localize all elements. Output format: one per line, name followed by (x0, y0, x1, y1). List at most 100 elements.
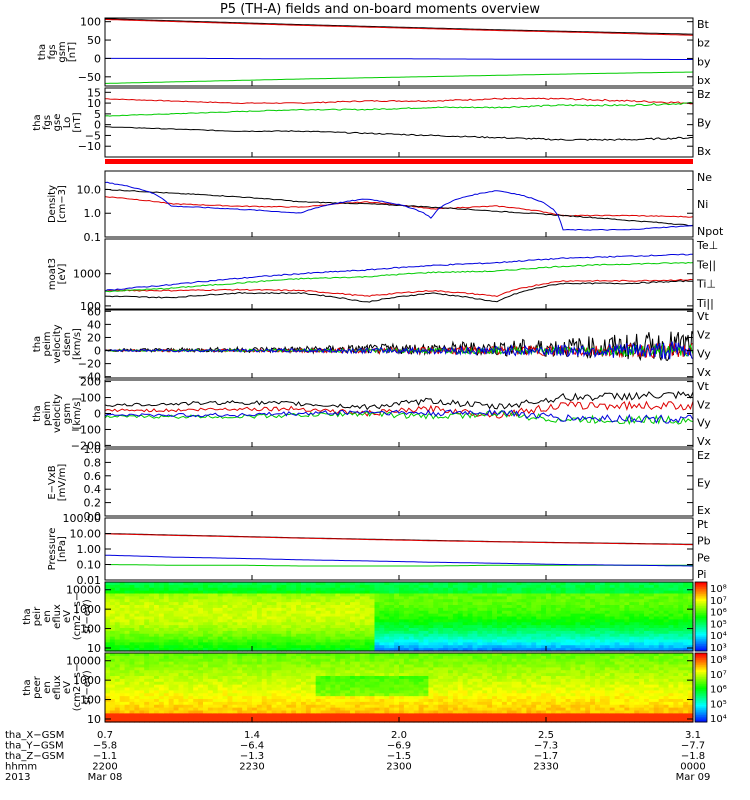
x-tick-label: 3.1 (685, 730, 701, 741)
x-tick-label: Mar 09 (676, 772, 711, 783)
y-tick-label: 1000 (73, 603, 101, 616)
colorbar-label: 10⁴ (710, 631, 727, 642)
y-tick-label: 0 (94, 52, 101, 65)
y-axis-label: [mV/m] (57, 464, 68, 502)
legend-Te: Te|| (696, 258, 716, 271)
y-tick-label: −5 (85, 129, 101, 142)
y-tick-label: 0.2 (84, 497, 102, 510)
y-axis-label: gse (52, 114, 63, 132)
colorbar-label: 10⁵ (710, 619, 727, 630)
y-axis-label: tha (32, 405, 43, 421)
y-axis-label: [nT] (67, 42, 78, 62)
series-bz (105, 19, 694, 36)
y-axis-label: [km/s] (72, 397, 83, 429)
y-tick-label: 10.00 (70, 528, 102, 541)
legend-Npot: Npot (697, 225, 724, 238)
y-axis-label: fgs (47, 44, 58, 59)
y-tick-label: −40 (78, 371, 101, 384)
y-tick-label: 60 (87, 305, 101, 318)
colorbar-label: 10⁶ (710, 608, 727, 619)
panel-4: Te⊥ Te|| Ti⊥ Ti|| 1000 100 moat3 [eV] (47, 238, 718, 313)
legend-bx: bx (697, 74, 711, 87)
series-Vx (104, 408, 694, 424)
y-tick-label: 0.10 (77, 559, 102, 572)
y-tick-label: 10000 (66, 584, 101, 597)
series-Vy (104, 409, 694, 426)
legend-Ne: Ne (697, 171, 712, 184)
y-tick-label: 100 (80, 16, 101, 29)
y-tick-label: −50 (78, 71, 101, 84)
series-Bx (104, 126, 693, 141)
legend-Ni: Ni (697, 198, 708, 211)
y-axis-label: [eV] (57, 264, 68, 285)
colorbar (695, 582, 707, 585)
y-tick-label: 1.00 (77, 543, 102, 556)
legend-Ti: Ti⊥ (696, 278, 716, 291)
y-tick-label: 15 (87, 86, 101, 99)
x-tick-label: 2.0 (391, 730, 407, 741)
y-axis-label: tha (37, 44, 48, 60)
series-Vx (104, 341, 694, 360)
x-tick-label: 0.7 (97, 730, 113, 741)
y-axis-label: [nT] (72, 112, 83, 132)
y-axis-label: (cm2−s− (72, 593, 83, 640)
y-tick-label: 10000 (66, 655, 101, 668)
x-tick-label: −6.9 (387, 741, 411, 752)
series-Bt (104, 18, 694, 35)
panel-8: Pt Pb Pe Pi 100.00 10.00 1.00 0.10 0.01 Pressure[… (47, 512, 711, 587)
colorbar-label: 10⁷ (710, 596, 727, 607)
y-axis-label: eV (62, 610, 73, 623)
legend-Vz: Vz (697, 329, 711, 342)
x-tick-label: 2.5 (538, 730, 554, 741)
x-tick-label: 2200 (92, 762, 117, 773)
y-tick-label: 1000 (73, 268, 101, 281)
panel-frame (104, 87, 694, 158)
y-tick-label: 20 (87, 331, 101, 344)
legend-by: by (697, 55, 711, 68)
legend-Pi: Pi (697, 568, 706, 581)
y-tick-label: 100 (80, 694, 101, 707)
legend-Vx: Vx (697, 435, 712, 448)
y-tick-label: 0.1 (84, 231, 102, 244)
x-row-label: hhmm (5, 762, 37, 773)
legend-Ex: Ex (697, 504, 711, 517)
y-tick-label: 0.8 (84, 456, 102, 469)
y-tick-label: 100.00 (63, 512, 102, 525)
y-tick-label: 100 (80, 300, 101, 313)
series-Ti (104, 261, 694, 293)
colorbar (695, 653, 707, 656)
series-Ni (105, 188, 694, 227)
y-tick-label: 10 (87, 642, 101, 655)
y-tick-label: 10 (87, 713, 101, 726)
y-axis-label: en (42, 681, 53, 694)
y-tick-label: 1.0 (84, 443, 102, 456)
y-axis-label: tha (22, 679, 33, 695)
legend-Vt: Vt (697, 310, 710, 323)
legend-Pb: Pb (697, 535, 711, 548)
y-axis-label: [nPa] (57, 536, 68, 562)
y-axis-label: [km/s] (72, 328, 83, 360)
x-tick-label: −1.5 (387, 751, 411, 762)
series-Vt (104, 390, 694, 411)
legend-Pt: Pt (697, 518, 709, 531)
y-axis-label: [cm−3] (57, 185, 68, 223)
y-tick-label: 10 (87, 97, 101, 110)
panel-6: Vt Vz Vy Vx 200 100 0 −100 −200 tha peim velocity gs… (32, 376, 712, 453)
figure-title: P5 (TH-A) fields and on-board moments ov… (220, 2, 540, 17)
y-tick-label: 0.4 (84, 483, 102, 496)
y-tick-label: 0.01 (77, 574, 102, 587)
y-axis-label: velocity (52, 324, 63, 363)
y-axis-label: sr−eV) (82, 599, 93, 634)
x-tick-label: −5.8 (93, 741, 117, 752)
separator-bar (105, 159, 693, 164)
series-By (104, 101, 694, 117)
colorbar-label: 10⁶ (710, 685, 727, 696)
x-tick-label: −1.1 (93, 751, 117, 762)
panel-frame (104, 448, 694, 517)
x-tick-label: 2300 (386, 762, 411, 773)
y-tick-label: 100 (80, 623, 101, 636)
y-axis-label: Pressure (47, 528, 58, 571)
y-axis-label: sr−eV) (82, 670, 93, 705)
series-Vt (104, 331, 694, 362)
y-axis-label: (cm2−s− (72, 664, 83, 711)
